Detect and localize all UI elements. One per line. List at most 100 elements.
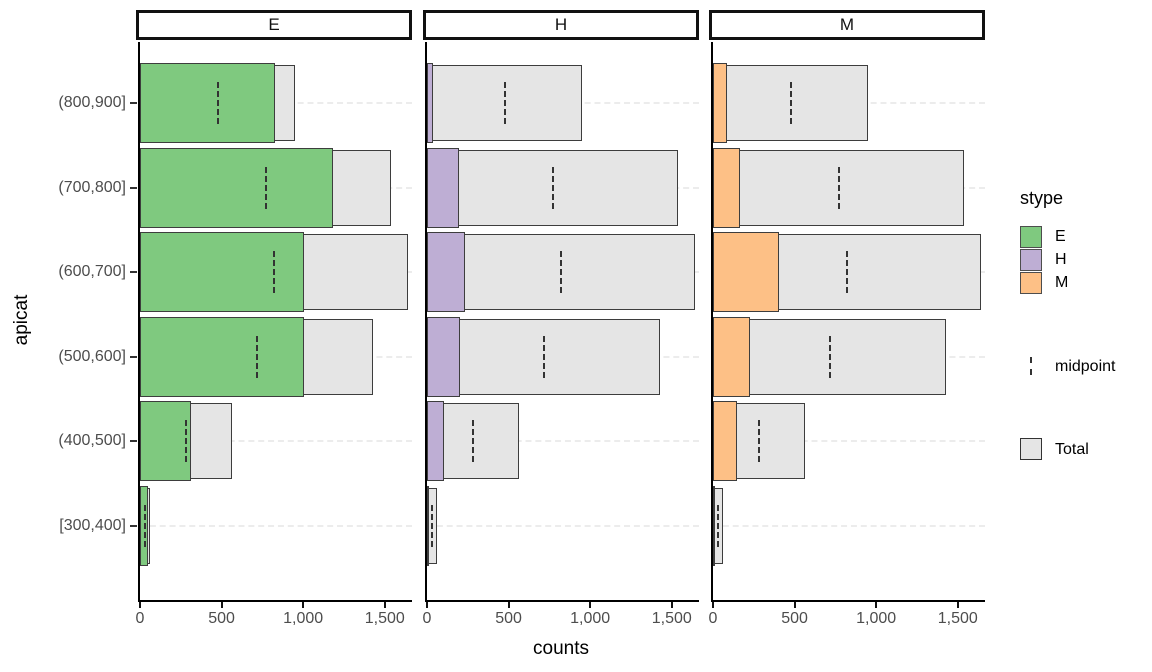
- legend-stype-label-H: H: [1055, 251, 1067, 268]
- y-tick: [130, 440, 137, 442]
- x-tick: [589, 602, 592, 608]
- x-tick-label: 1,000: [570, 610, 611, 627]
- x-tick-label: 500: [781, 610, 808, 627]
- midpoint-dash-icon: [1030, 357, 1032, 375]
- x-tick: [956, 602, 959, 608]
- legend-stype-label-M: M: [1055, 274, 1069, 291]
- facet-strip-label: H: [554, 15, 568, 34]
- y-tick-label: (700,800]: [58, 178, 126, 196]
- stype-swatch-H: [1020, 249, 1042, 271]
- facet-strip-E: E: [136, 10, 412, 40]
- midpoint-marker: [828, 335, 831, 378]
- x-axis-title: counts: [533, 638, 589, 659]
- midpoint-marker: [216, 82, 219, 124]
- x-tick-label: 500: [495, 610, 522, 627]
- x-tick: [670, 602, 673, 608]
- total-swatch-icon: [1020, 438, 1042, 460]
- stype-bar-H: [427, 485, 429, 566]
- y-tick-label: (500,600]: [58, 347, 126, 365]
- stype-bar-M: [713, 401, 738, 481]
- midpoint-marker: [551, 166, 554, 209]
- stype-bar-E: [140, 232, 304, 312]
- facet-strip-M: M: [709, 10, 985, 40]
- gridline: [713, 524, 985, 527]
- stype-swatch-M: [1020, 272, 1042, 294]
- y-tick-label: (800,900]: [58, 94, 126, 111]
- midpoint-marker: [837, 166, 840, 209]
- panel-E: 0 500 1,000 1,500: [136, 42, 412, 627]
- stype-bar-H: [427, 316, 460, 397]
- stype-bar-M: [713, 63, 727, 143]
- x-tick: [875, 602, 878, 608]
- midpoint-marker: [789, 82, 792, 124]
- y-axis-title: apicat: [11, 294, 32, 346]
- midpoint-marker: [272, 251, 275, 293]
- stype-bar-E: [140, 147, 333, 228]
- panel-M: 0 500 1,000 1,500: [709, 42, 985, 627]
- midpoint-marker: [503, 82, 506, 124]
- gridline: [427, 440, 699, 442]
- stype-bar-H: [427, 63, 433, 143]
- x-tick: [712, 602, 714, 608]
- gridline: [140, 524, 412, 527]
- midpoint-marker: [143, 504, 146, 547]
- midpoint-marker: [758, 420, 761, 462]
- x-tick: [507, 602, 510, 608]
- y-tick-label: (600,700]: [58, 263, 126, 280]
- x-tick-label: 500: [208, 610, 235, 627]
- stype-bar-E: [140, 63, 276, 143]
- stype-bar-M: [713, 316, 750, 397]
- midpoint-marker: [185, 420, 188, 462]
- stype-bar-M: [713, 485, 715, 566]
- midpoint-marker: [472, 420, 475, 462]
- stype-bar-H: [427, 147, 459, 228]
- x-tick: [139, 602, 141, 608]
- x-tick-label: 1,500: [651, 610, 692, 627]
- x-tick-label: 0: [422, 610, 432, 627]
- midpoint-marker: [264, 166, 267, 209]
- midpoint-marker: [559, 251, 562, 293]
- stype-bar-E: [140, 316, 304, 397]
- stype-swatch-E: [1020, 226, 1042, 248]
- x-tick: [383, 602, 386, 608]
- x-tick-label: 1,500: [937, 610, 978, 627]
- x-tick-label: 1,500: [364, 610, 405, 627]
- y-tick: [130, 524, 137, 527]
- x-tick-label: 1,000: [283, 610, 324, 627]
- x-tick-label: 0: [708, 610, 718, 627]
- y-tick: [130, 102, 137, 104]
- x-tick-label: 1,000: [856, 610, 897, 627]
- stype-bar-M: [713, 232, 780, 312]
- y-tick: [130, 271, 137, 273]
- legend-title-stype: stype: [1020, 188, 1064, 208]
- legend-total-label: Total: [1055, 441, 1089, 458]
- legend-midpoint-label: midpoint: [1055, 358, 1116, 375]
- midpoint-marker: [845, 251, 848, 293]
- facet-strip-label: M: [839, 15, 855, 34]
- facet-strip-label: E: [268, 15, 280, 34]
- x-tick: [302, 602, 305, 608]
- legend-stype-label-E: E: [1055, 228, 1066, 245]
- y-tick-label: [300,400]: [59, 516, 126, 534]
- panel-H: 0 500 1,000 1,500: [423, 42, 699, 627]
- x-tick-label: 0: [135, 610, 145, 627]
- gridline: [427, 524, 699, 527]
- y-tick-label: (400,500]: [58, 432, 126, 449]
- facet-strip-H: H: [423, 10, 699, 40]
- y-tick: [130, 186, 137, 189]
- midpoint-marker: [716, 504, 719, 547]
- midpoint-marker: [430, 504, 433, 547]
- gridline: [713, 440, 985, 442]
- stype-bar-M: [713, 147, 740, 228]
- x-tick: [426, 602, 428, 608]
- stype-bar-H: [427, 401, 445, 481]
- stype-bar-E: [140, 401, 191, 481]
- gridline: [140, 440, 412, 442]
- midpoint-marker: [542, 335, 545, 378]
- midpoint-marker: [255, 335, 258, 378]
- stype-bar-H: [427, 232, 465, 312]
- y-tick: [130, 355, 137, 358]
- x-tick: [220, 602, 223, 608]
- x-tick: [793, 602, 796, 608]
